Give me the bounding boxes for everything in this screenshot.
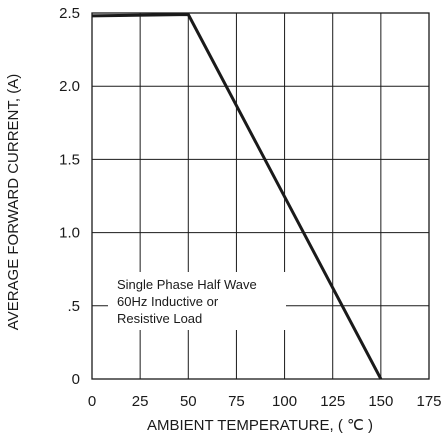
x-axis-label: AMBIENT TEMPERATURE, ( ℃ ) bbox=[147, 417, 373, 434]
plot-frame bbox=[91, 12, 430, 380]
x-tick-labels: 0 25 50 75 100 125 150 175 bbox=[88, 393, 442, 410]
x-tick-label: 50 bbox=[180, 393, 197, 410]
x-tick-label: 100 bbox=[272, 393, 297, 410]
x-tick-label: 150 bbox=[368, 393, 393, 410]
y-tick-label: .5 bbox=[67, 298, 80, 315]
y-tick-labels: 0 .5 1.0 1.5 2.0 2.5 bbox=[59, 5, 80, 388]
annotation-background bbox=[108, 272, 286, 330]
y-tick-label: 2.5 bbox=[59, 5, 80, 22]
annotation-line-3: Resistive Load bbox=[117, 311, 202, 326]
x-tick-label: 25 bbox=[132, 393, 149, 410]
y-tick-label: 1.0 bbox=[59, 225, 80, 242]
x-tick-label: 0 bbox=[88, 393, 96, 410]
x-tick-label: 175 bbox=[416, 393, 441, 410]
series-line bbox=[91, 13, 383, 380]
annotation-line-2: 60Hz Inductive or bbox=[117, 294, 219, 309]
y-tick-label: 2.0 bbox=[59, 78, 80, 95]
y-axis-label: AVERAGE FORWARD CURRENT, (A) bbox=[5, 74, 22, 330]
y-tick-label: 0 bbox=[72, 371, 80, 388]
y-tick-label: 1.5 bbox=[59, 151, 80, 168]
annotation-line-1: Single Phase Half Wave bbox=[117, 277, 257, 292]
x-tick-label: 75 bbox=[228, 393, 245, 410]
x-tick-label: 125 bbox=[320, 393, 345, 410]
